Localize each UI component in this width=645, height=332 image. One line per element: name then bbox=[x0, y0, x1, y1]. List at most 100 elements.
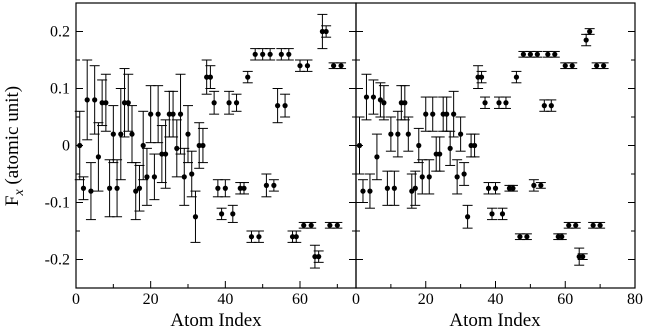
left-data-point bbox=[282, 103, 288, 109]
right-data-point bbox=[520, 51, 527, 57]
right-data-point bbox=[524, 234, 530, 240]
right-data-point bbox=[367, 188, 373, 194]
left-data-point bbox=[245, 74, 251, 80]
right-data-point bbox=[489, 211, 495, 217]
right-data-point bbox=[451, 111, 457, 117]
right-data-point bbox=[559, 234, 565, 240]
right-data-point bbox=[594, 63, 600, 69]
right-x-tick-label: 80 bbox=[627, 291, 643, 308]
left-x-tick-label: 20 bbox=[143, 291, 159, 308]
right-data-point bbox=[510, 185, 516, 191]
left-data-point bbox=[211, 100, 217, 106]
right-data-point bbox=[485, 185, 492, 191]
y-axis-label: Fx (atomic unit) bbox=[2, 86, 27, 206]
right-data-point bbox=[534, 51, 540, 57]
left-data-point bbox=[289, 234, 296, 240]
y-tick-label: -0.2 bbox=[45, 252, 70, 269]
right-data-point bbox=[465, 214, 471, 220]
left-data-point bbox=[159, 151, 165, 157]
left-data-point bbox=[192, 214, 199, 220]
left-data-point bbox=[133, 188, 139, 194]
right-data-point bbox=[416, 142, 422, 149]
left-data-point bbox=[84, 97, 90, 103]
left-data-point bbox=[114, 185, 120, 191]
right-data-point bbox=[447, 145, 453, 151]
left-data-point bbox=[110, 131, 116, 137]
left-data-point bbox=[237, 185, 243, 191]
right-data-point bbox=[419, 174, 425, 180]
y-tick-label: 0.1 bbox=[50, 81, 70, 98]
right-data-point bbox=[402, 100, 408, 106]
right-data-point bbox=[363, 94, 370, 100]
right-data-point bbox=[370, 94, 377, 100]
right-data-point bbox=[499, 211, 506, 217]
left-data-point bbox=[230, 211, 236, 217]
right-data-point bbox=[430, 111, 436, 117]
right-panel: 0 20 40 60 80 Atom Index bbox=[352, 2, 643, 331]
left-data-point bbox=[338, 63, 344, 69]
left-data-point bbox=[278, 51, 284, 57]
left-data-point bbox=[103, 100, 109, 106]
left-data-point bbox=[207, 74, 213, 80]
left-data-point bbox=[148, 111, 154, 117]
left-data-point bbox=[118, 131, 124, 137]
right-data-point bbox=[548, 103, 554, 109]
right-data-point bbox=[527, 51, 533, 57]
left-x-tick-label: 60 bbox=[292, 291, 308, 308]
right-data-point bbox=[444, 111, 450, 117]
right-data-point bbox=[412, 185, 418, 191]
left-data-point bbox=[241, 185, 247, 191]
right-data-point bbox=[437, 151, 443, 157]
left-data-point bbox=[304, 63, 311, 69]
left-data-point bbox=[248, 234, 255, 240]
right-data-point bbox=[360, 188, 366, 194]
right-data-point bbox=[590, 222, 596, 228]
right-data-point bbox=[562, 63, 568, 69]
left-y-ticks: 0.2 0.1 0 -0.1 -0.2 bbox=[45, 24, 356, 269]
right-data-point bbox=[496, 100, 502, 106]
left-data-point bbox=[204, 74, 210, 80]
left-data-point bbox=[233, 100, 240, 106]
right-data-point bbox=[405, 131, 411, 137]
left-data-point bbox=[92, 97, 98, 103]
left-data-point bbox=[331, 63, 337, 69]
right-data-point bbox=[503, 100, 509, 106]
right-data-point bbox=[423, 111, 429, 117]
right-data-point bbox=[552, 51, 558, 57]
right-x-tick-label: 40 bbox=[488, 291, 504, 308]
left-x-tick-label: 0 bbox=[72, 291, 80, 308]
left-data-point bbox=[334, 222, 340, 228]
left-data-point bbox=[125, 100, 131, 106]
right-data-point bbox=[541, 103, 547, 109]
left-data-point bbox=[129, 131, 135, 137]
left-x-axis-label: Atom Index bbox=[170, 310, 262, 331]
right-data-point bbox=[374, 154, 380, 160]
left-data-point bbox=[107, 185, 113, 191]
left-data-point bbox=[215, 185, 221, 191]
right-data-point bbox=[461, 171, 467, 177]
y-tick-label: 0.2 bbox=[50, 24, 70, 41]
right-data-point bbox=[388, 131, 394, 137]
left-data-point bbox=[155, 111, 161, 117]
left-data-point bbox=[267, 51, 273, 57]
right-data-point bbox=[587, 28, 593, 35]
left-data-point bbox=[297, 63, 303, 69]
left-data-point bbox=[177, 111, 184, 117]
right-data-point bbox=[395, 131, 401, 137]
left-data-point bbox=[163, 151, 169, 157]
y-tick-label: -0.1 bbox=[45, 195, 70, 212]
left-data-point bbox=[88, 188, 94, 194]
left-data-point bbox=[185, 131, 191, 137]
left-data-point bbox=[219, 211, 225, 217]
right-x-tick-label: 60 bbox=[557, 291, 573, 308]
left-data-point bbox=[95, 154, 101, 160]
left-x-tick-label: 40 bbox=[217, 291, 233, 308]
left-data-point bbox=[226, 100, 232, 106]
right-data-point bbox=[384, 185, 390, 191]
left-data-point bbox=[319, 28, 325, 35]
left-data-point bbox=[252, 51, 258, 57]
right-data-marks bbox=[354, 28, 609, 266]
right-x-tick-label: 20 bbox=[418, 291, 434, 308]
left-data-point bbox=[316, 254, 322, 260]
